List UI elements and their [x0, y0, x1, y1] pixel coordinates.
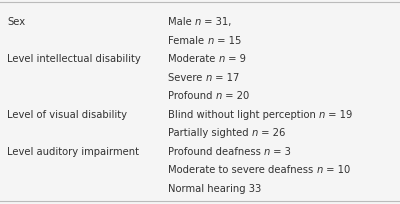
Text: Level auditory impairment: Level auditory impairment — [7, 146, 139, 156]
Text: Severe: Severe — [168, 72, 206, 82]
Text: = 26: = 26 — [258, 128, 286, 137]
Text: = 15: = 15 — [214, 35, 241, 45]
Text: n: n — [319, 109, 325, 119]
Text: n: n — [216, 91, 222, 101]
Text: Male: Male — [168, 17, 195, 27]
Text: Moderate: Moderate — [168, 54, 218, 64]
Text: = 31,: = 31, — [201, 17, 232, 27]
Text: Sex: Sex — [7, 17, 25, 27]
Text: n: n — [264, 146, 270, 156]
Text: = 17: = 17 — [212, 72, 239, 82]
Text: Blind without light perception: Blind without light perception — [168, 109, 319, 119]
Text: n: n — [218, 54, 225, 64]
Text: n: n — [207, 35, 214, 45]
Text: = 9: = 9 — [225, 54, 246, 64]
Text: n: n — [206, 72, 212, 82]
Text: = 20: = 20 — [222, 91, 249, 101]
Text: = 10: = 10 — [323, 164, 350, 174]
Text: Profound: Profound — [168, 91, 216, 101]
Text: = 19: = 19 — [325, 109, 353, 119]
Text: Level intellectual disability: Level intellectual disability — [7, 54, 141, 64]
Text: Level of visual disability: Level of visual disability — [7, 109, 127, 119]
Text: n: n — [252, 128, 258, 137]
Text: Profound deafness: Profound deafness — [168, 146, 264, 156]
Text: Partially sighted: Partially sighted — [168, 128, 252, 137]
Text: = 3: = 3 — [270, 146, 291, 156]
Text: n: n — [316, 164, 323, 174]
Text: Female: Female — [168, 35, 207, 45]
Text: Moderate to severe deafness: Moderate to severe deafness — [168, 164, 316, 174]
Text: Normal hearing 33: Normal hearing 33 — [168, 183, 261, 193]
Text: n: n — [195, 17, 201, 27]
